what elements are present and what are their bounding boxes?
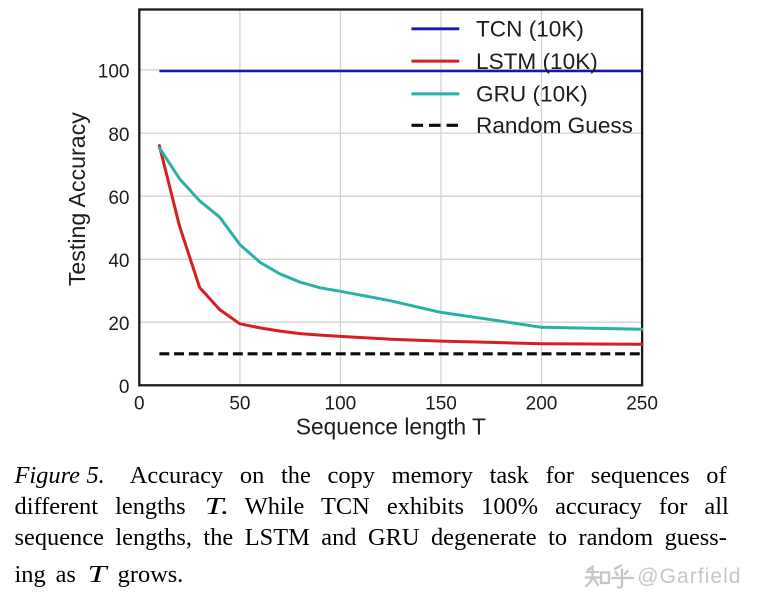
svg-text:150: 150 <box>425 393 457 414</box>
svg-text:100: 100 <box>98 62 130 83</box>
svg-text:20: 20 <box>108 314 129 335</box>
svg-text:250: 250 <box>626 393 658 414</box>
svg-text:Testing Accuracy: Testing Accuracy <box>64 112 90 286</box>
svg-text:0: 0 <box>119 377 130 398</box>
svg-text:Random Guess: Random Guess <box>476 113 633 138</box>
svg-text:Sequence length T: Sequence length T <box>296 413 486 439</box>
svg-text:0: 0 <box>134 393 145 414</box>
svg-text:50: 50 <box>229 393 250 414</box>
svg-text:TCN (10K): TCN (10K) <box>476 17 584 42</box>
svg-text:60: 60 <box>108 188 129 209</box>
svg-text:40: 40 <box>108 251 129 272</box>
svg-text:LSTM (10K): LSTM (10K) <box>476 49 598 74</box>
svg-text:80: 80 <box>108 125 129 146</box>
svg-text:200: 200 <box>526 393 558 414</box>
svg-text:GRU (10K): GRU (10K) <box>476 81 588 106</box>
svg-text:100: 100 <box>325 393 357 414</box>
